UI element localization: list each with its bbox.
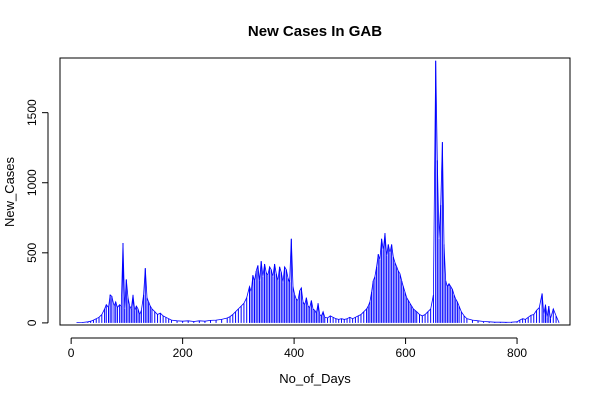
plot-frame xyxy=(59,57,571,326)
y-tick-label: 500 xyxy=(25,242,39,262)
series-line xyxy=(76,60,560,323)
x-axis-label: No_of_Days xyxy=(279,371,351,386)
y-tick-label: 1000 xyxy=(25,169,39,196)
y-tick-label: 0 xyxy=(25,319,39,326)
x-tick-label: 400 xyxy=(284,346,304,360)
x-axis: 0 200 400 600 800 xyxy=(68,337,527,360)
x-tick-label: 800 xyxy=(507,346,527,360)
chart-title: New Cases In GAB xyxy=(248,23,382,40)
y-axis-label: New_Cases xyxy=(2,156,17,227)
y-tick-label: 1500 xyxy=(25,99,39,126)
x-tick-label: 0 xyxy=(68,346,75,360)
y-axis: 0 500 1000 1500 xyxy=(25,99,49,326)
x-tick-label: 200 xyxy=(173,346,193,360)
series-layer xyxy=(76,60,560,323)
x-tick-label: 600 xyxy=(396,346,416,360)
